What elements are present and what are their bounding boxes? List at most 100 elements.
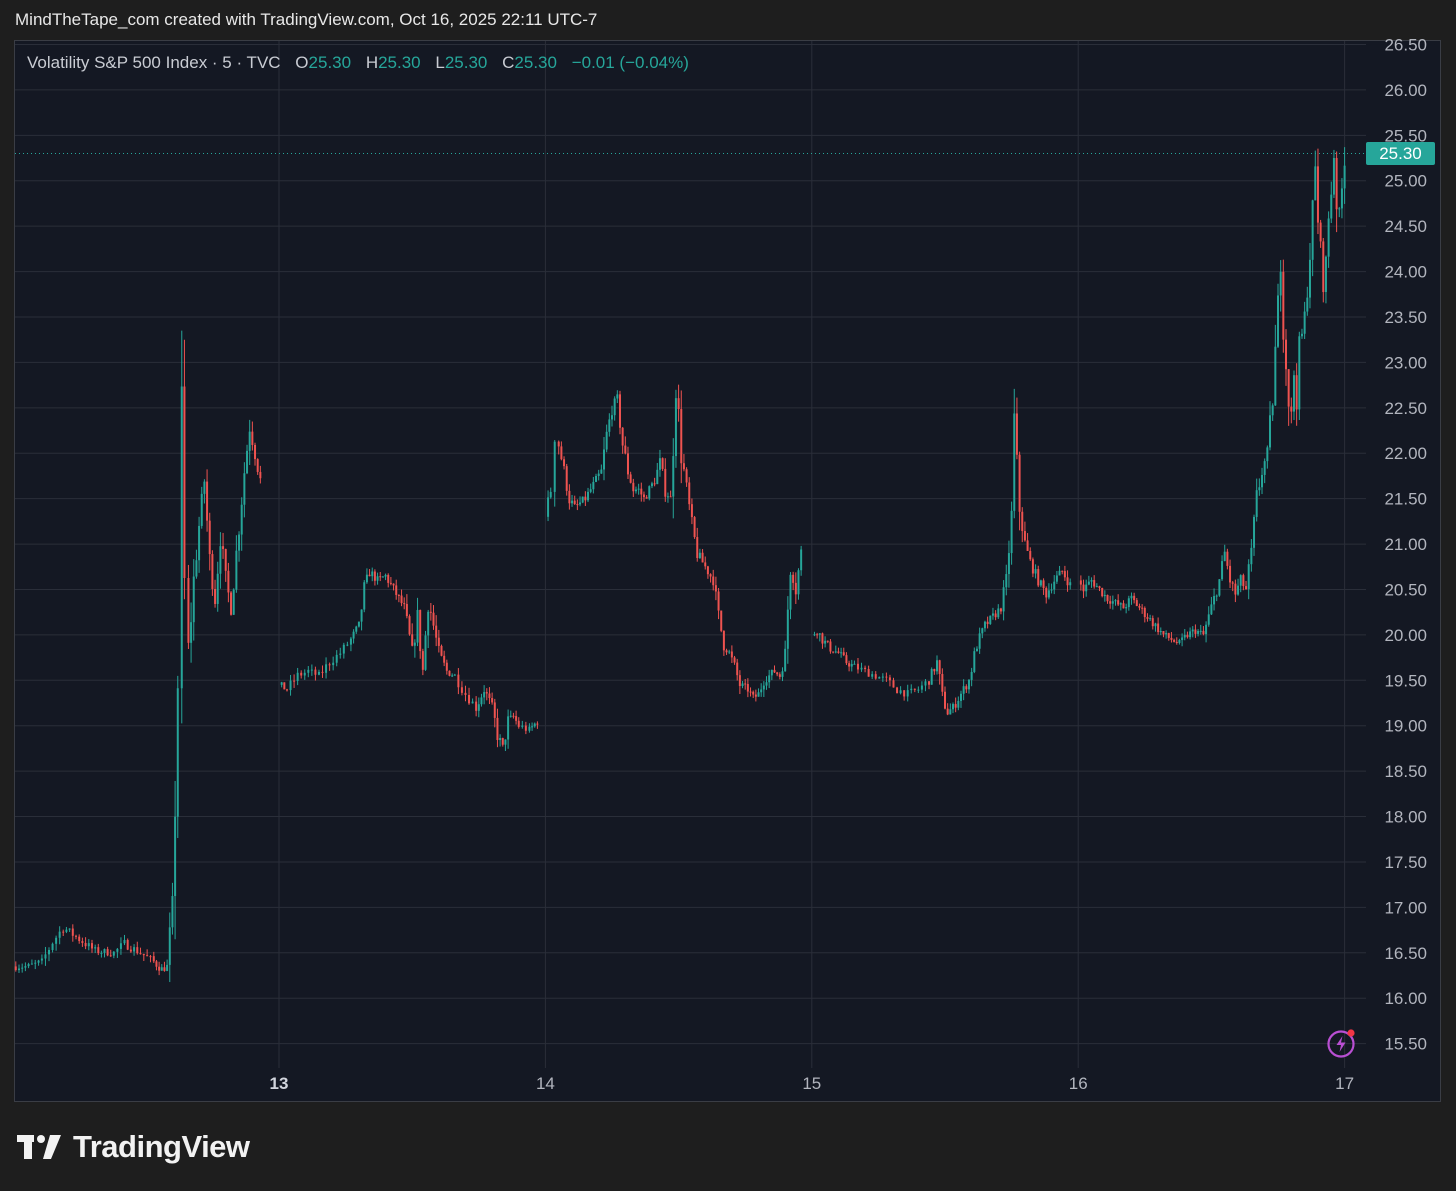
chart-frame[interactable] (14, 40, 1441, 1102)
candle-body (930, 669, 933, 685)
candle-body (680, 409, 683, 464)
candle-body (524, 725, 527, 731)
candle-body (368, 574, 371, 577)
x-tick-label: 14 (536, 1074, 555, 1093)
candle-body (1058, 570, 1061, 576)
candle-body (645, 497, 648, 499)
candle-body (824, 640, 827, 644)
candle-body (957, 700, 960, 708)
candle-body (864, 667, 867, 670)
candle-body (860, 667, 863, 670)
candle-body (384, 574, 387, 577)
candle-body (547, 497, 550, 517)
candle-body (981, 628, 984, 634)
candle-body (818, 633, 821, 635)
candle-body (1319, 222, 1322, 242)
candle-body (874, 674, 877, 679)
candle-body (557, 441, 560, 447)
candle-body (933, 669, 936, 672)
candle-body (1055, 575, 1058, 582)
candle-body (1015, 413, 1018, 455)
candle-body (1239, 575, 1242, 586)
candle-body (938, 660, 941, 674)
candle-body (674, 398, 677, 457)
candle-body (973, 651, 976, 672)
candle-body (714, 585, 717, 592)
candle-body (119, 943, 122, 949)
candle-body (701, 552, 704, 563)
candle-body (1095, 586, 1098, 588)
candle-body (1234, 583, 1237, 595)
change-value: −0.01 (−0.04%) (571, 53, 689, 72)
candle-body (30, 963, 33, 965)
y-tick-label: 26.00 (1384, 81, 1427, 100)
candle-body (325, 664, 328, 673)
candle-body (1314, 166, 1317, 201)
candle-body (1300, 333, 1303, 337)
candle-body (501, 738, 504, 745)
candle-body (581, 496, 584, 503)
candle-body (421, 651, 424, 670)
candle-body (155, 961, 158, 967)
lightning-icon[interactable] (1326, 1028, 1356, 1058)
candle-body (533, 723, 536, 727)
candle-body (1237, 585, 1240, 595)
candle-body (499, 738, 502, 741)
candle-body (90, 943, 93, 949)
candle-body (1218, 579, 1221, 596)
candle-body (1066, 577, 1069, 586)
candle-body (613, 398, 616, 416)
candle-body (949, 709, 952, 715)
candle-body (84, 942, 87, 947)
candle-body (706, 566, 709, 575)
candle-body (1306, 297, 1309, 312)
candle-body (1111, 601, 1114, 604)
candle-body (1130, 595, 1133, 599)
candle-body (648, 486, 651, 499)
candle-body (109, 955, 112, 957)
tradingview-logo[interactable]: TradingView (17, 1128, 250, 1166)
candle-body (14, 966, 17, 971)
candle-body (480, 697, 483, 705)
candle-body (1154, 623, 1157, 627)
candle-body (983, 621, 986, 629)
candle-body (1258, 487, 1261, 491)
candle-body (1178, 640, 1181, 643)
candle-body (722, 630, 725, 651)
high-label: H (365, 53, 379, 72)
y-tick-label: 21.00 (1384, 535, 1427, 554)
candle-body (834, 651, 837, 653)
candle-body (867, 669, 870, 677)
x-axis: 13 14 15 16 17 (270, 1074, 1355, 1093)
candle-body (1021, 511, 1024, 532)
candle-body (794, 582, 797, 595)
candle-body (1079, 580, 1082, 585)
candle-body (768, 675, 771, 683)
candle-body (528, 726, 531, 731)
candle-body (136, 947, 139, 954)
candle-body (826, 640, 829, 642)
candle-body (21, 967, 24, 969)
candle-body (139, 953, 142, 955)
candle-body (496, 717, 499, 741)
candle-body (1146, 617, 1149, 619)
candle-body (850, 664, 853, 667)
candle-body (34, 962, 37, 964)
symbol-name[interactable]: Volatility S&P 500 Index · 5 · TVC (27, 53, 281, 72)
candle-body (1322, 241, 1325, 293)
candle-body (1298, 336, 1301, 410)
candle-body (1143, 607, 1146, 618)
candle-body (512, 715, 515, 717)
candle-body (126, 940, 129, 950)
candle-body (214, 589, 217, 604)
candle-body (954, 704, 957, 708)
last-price-badge: 25.30 (1366, 142, 1435, 165)
y-tick-label: 19.50 (1384, 671, 1427, 690)
candle-body (352, 631, 355, 639)
candle-body (760, 689, 763, 693)
candle-body (885, 676, 888, 678)
candle-body (515, 716, 518, 721)
candle-body (892, 680, 895, 688)
candle-body (432, 612, 435, 626)
